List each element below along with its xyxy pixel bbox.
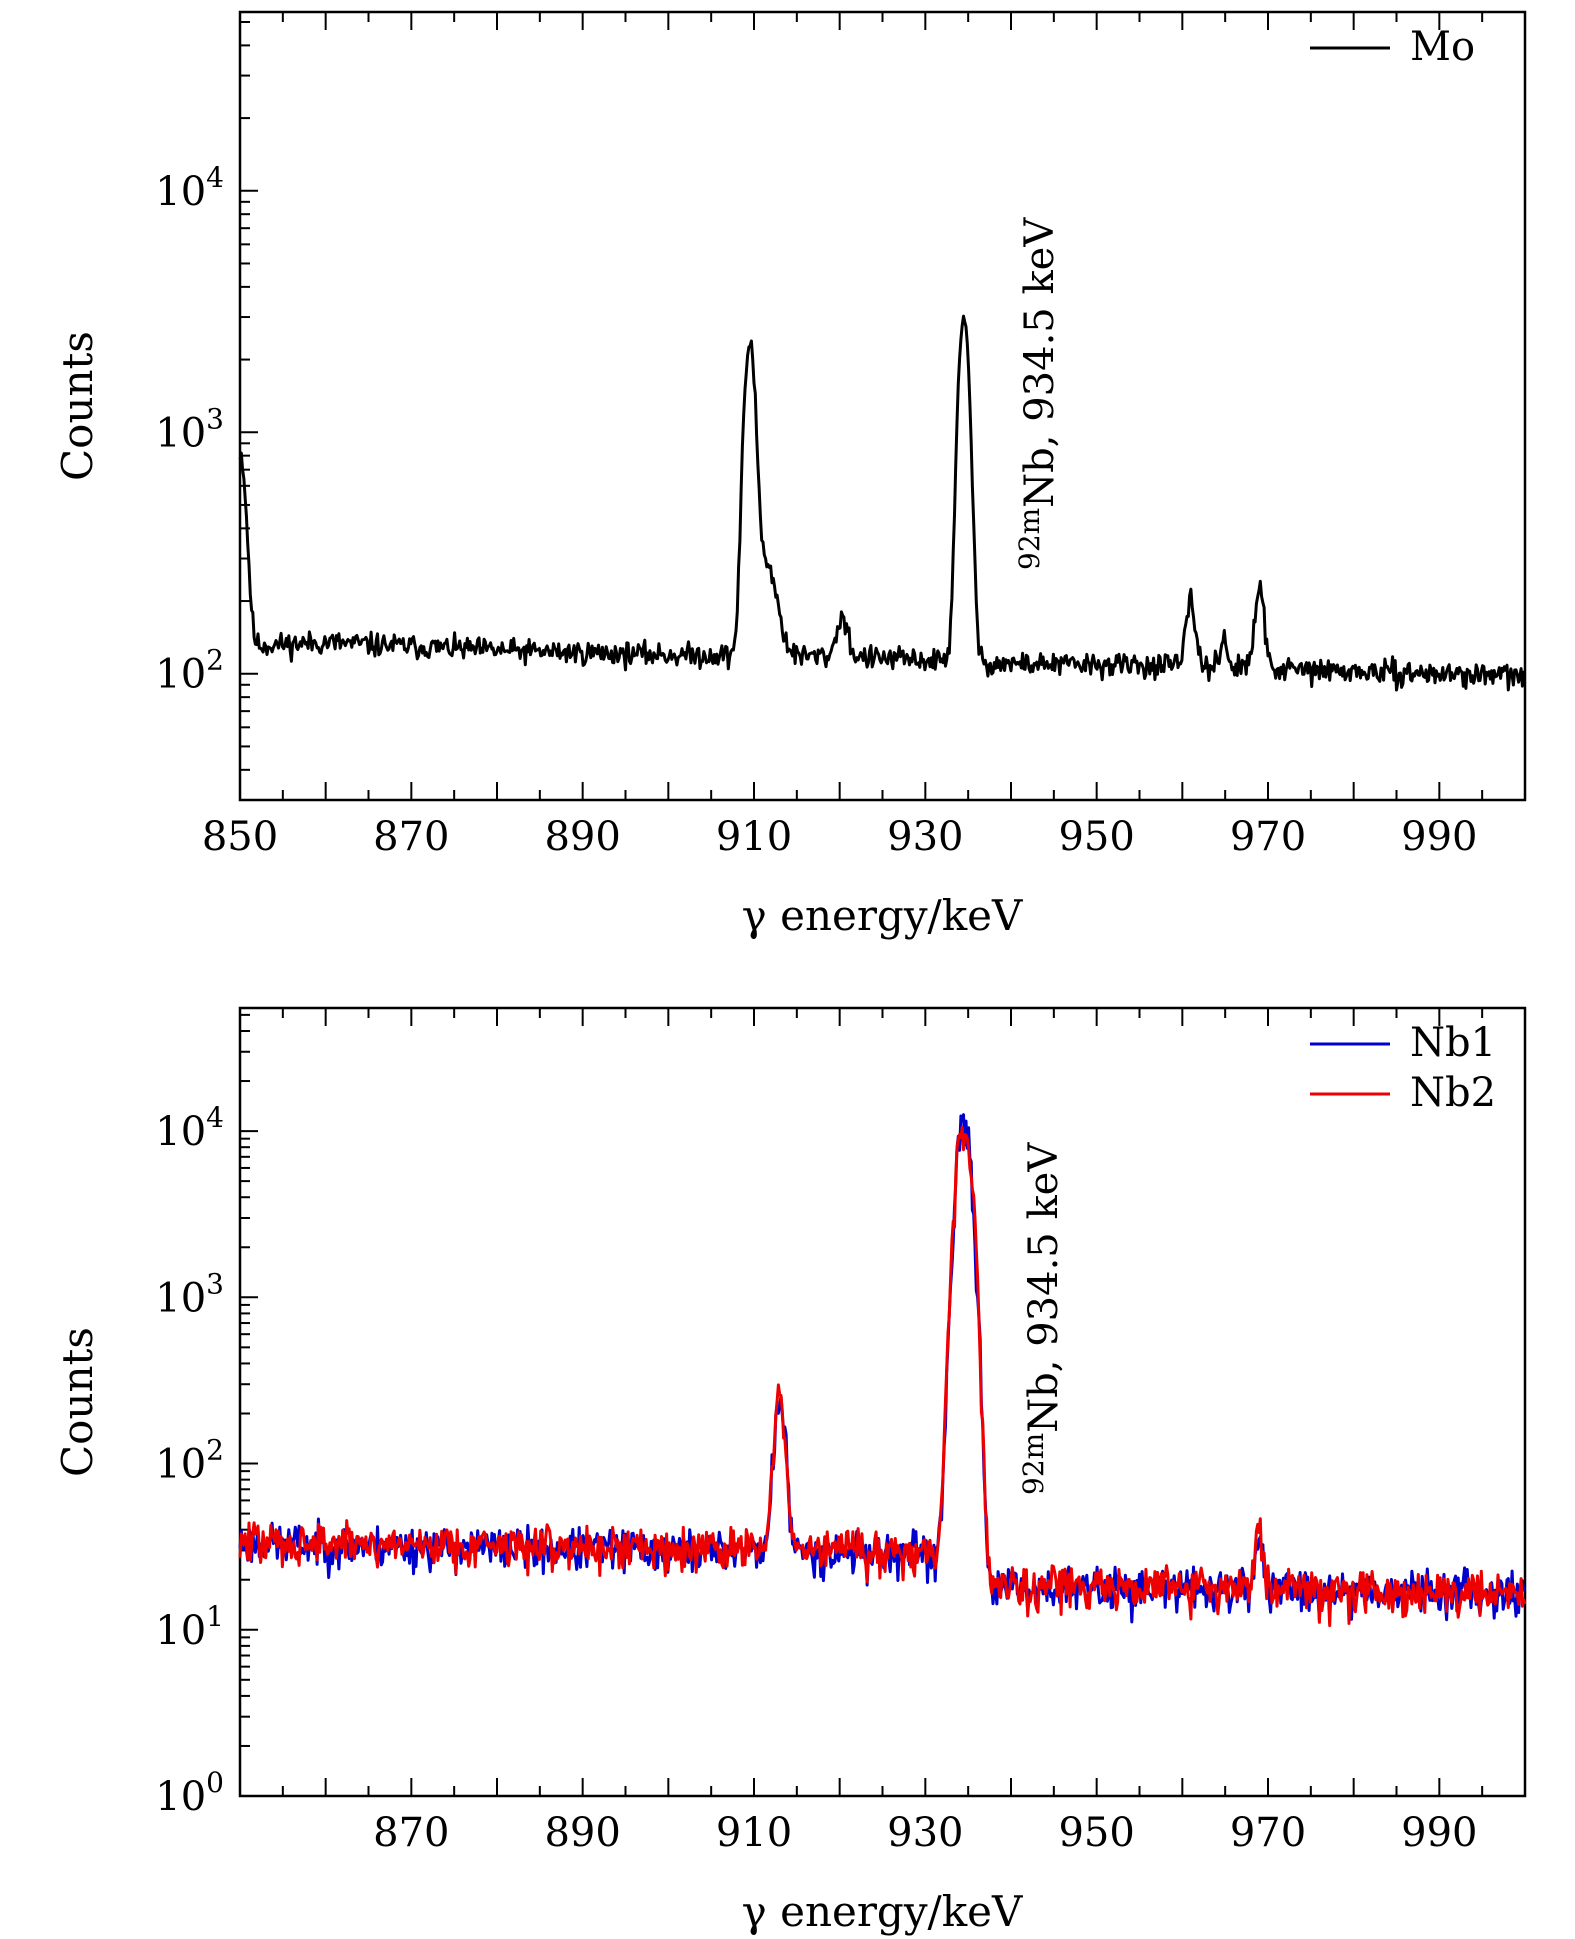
plot-frame: [238, 10, 1527, 802]
x-tick-label: 950: [1058, 814, 1134, 860]
axis-ticks: [240, 1008, 1484, 1796]
y-tick-label-exponent: 2: [206, 1434, 224, 1467]
series-line-nb1: [238, 1113, 1526, 1624]
y-tick-label-exponent: 0: [206, 1766, 224, 1799]
x-axis-label: γ energy/keV: [742, 1887, 1023, 1936]
plot-frame: [238, 1006, 1527, 1798]
y-tick-label-base: 10: [155, 1442, 206, 1488]
x-tick-label: 910: [716, 814, 792, 860]
x-tick-label: 950: [1058, 1810, 1134, 1856]
y-tick-label-exponent: 1: [206, 1600, 224, 1633]
y-tick-label-base: 10: [155, 1109, 206, 1155]
y-tick-label-exponent: 4: [206, 1101, 224, 1134]
x-axis-label: γ energy/keV: [742, 891, 1023, 940]
peak-annotation: 92mNb, 934.5 keV: [1013, 217, 1063, 570]
x-tick-label: 970: [1230, 814, 1306, 860]
y-tick-label: 101: [155, 1600, 224, 1654]
series-line-mo: [238, 314, 1527, 692]
x-tick-label: 850: [202, 814, 278, 860]
annotation-text: Nb, 934.5 keV: [1017, 217, 1063, 508]
y-tick-label-base: 10: [155, 1774, 206, 1820]
peak-annotation: 92mNb, 934.5 keV: [1017, 1142, 1067, 1495]
y-tick-label-exponent: 3: [206, 1267, 224, 1300]
series-group: [238, 314, 1527, 692]
x-tick-label: 870: [373, 814, 449, 860]
y-tick-label-exponent: 3: [206, 402, 224, 435]
x-tick-label: 930: [887, 814, 963, 860]
series-line-nb2: [238, 1125, 1527, 1628]
legend-label-nb2: Nb2: [1410, 1070, 1496, 1116]
annotation-isotope-mass: 92m: [1017, 1433, 1050, 1495]
y-tick-label: 102: [155, 644, 224, 698]
axis-ticks: [240, 12, 1484, 800]
annotation-isotope-mass: 92m: [1013, 508, 1046, 570]
x-tick-label: 970: [1230, 1810, 1306, 1856]
x-tick-labels: 850 870 890 910 930 950 970 990: [202, 814, 1478, 860]
y-tick-label: 102: [155, 1434, 224, 1488]
y-tick-label-base: 10: [155, 652, 206, 698]
y-tick-label-exponent: 2: [206, 644, 224, 677]
y-tick-label: 103: [155, 402, 224, 456]
y-tick-label: 104: [155, 161, 224, 215]
x-tick-label: 890: [544, 814, 620, 860]
y-tick-label: 104: [155, 1101, 224, 1155]
x-tick-label: 990: [1401, 1810, 1477, 1856]
legend-label-mo: Mo: [1410, 24, 1475, 70]
y-tick-label-base: 10: [155, 410, 206, 456]
x-tick-label: 890: [544, 1810, 620, 1856]
y-tick-label-base: 10: [155, 169, 206, 215]
legend-label-nb1: Nb1: [1410, 1020, 1496, 1066]
y-tick-label-base: 10: [155, 1608, 206, 1654]
y-tick-label: 103: [155, 1267, 224, 1321]
legend: Mo: [1310, 24, 1475, 70]
y-tick-label-base: 10: [155, 1275, 206, 1321]
x-tick-label: 990: [1401, 814, 1477, 860]
x-tick-label: 930: [887, 1810, 963, 1856]
y-axis-label: Counts: [53, 1327, 102, 1477]
x-tick-labels: 870 890 910 930 950 970 990: [373, 1810, 1477, 1856]
y-tick-label: 100: [155, 1766, 224, 1820]
y-tick-label-exponent: 4: [206, 161, 224, 194]
series-group: [238, 1113, 1527, 1628]
y-axis-label: Counts: [53, 331, 102, 481]
x-tick-label: 910: [716, 1810, 792, 1856]
x-tick-label: 870: [373, 1810, 449, 1856]
annotation-text: Nb, 934.5 keV: [1021, 1142, 1067, 1433]
